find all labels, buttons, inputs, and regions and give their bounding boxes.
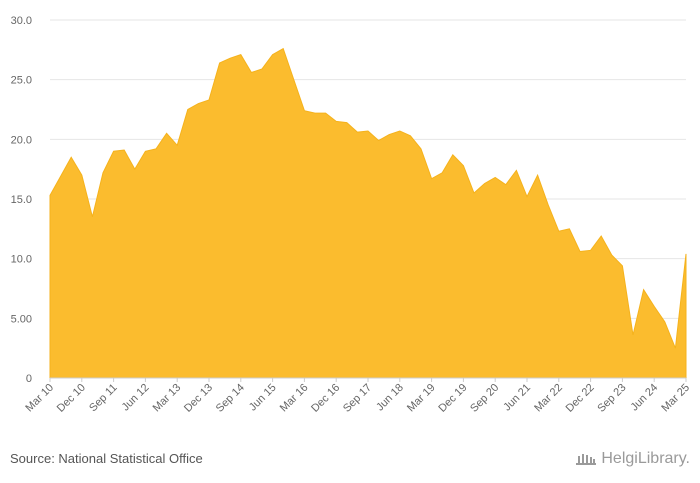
x-tick-label: Dec 16 <box>309 382 342 415</box>
x-tick-label: Mar 10 <box>23 382 56 415</box>
x-tick-label: Mar 22 <box>532 382 565 415</box>
x-tick-label: Dec 10 <box>55 382 88 415</box>
x-tick-label: Jun 24 <box>628 382 660 414</box>
y-tick-label: 20.0 <box>11 134 32 146</box>
x-tick-label: Dec 22 <box>564 382 597 415</box>
y-tick-label: 0 <box>26 373 32 385</box>
y-tick-label: 10.0 <box>11 254 32 266</box>
x-tick-label: Jun 15 <box>247 382 279 414</box>
y-tick-label: 5.00 <box>11 313 32 325</box>
x-tick-label: Sep 11 <box>87 382 120 415</box>
x-tick-label: Dec 19 <box>436 382 469 415</box>
source-note: Source: National Statistical Office <box>10 451 203 466</box>
y-tick-label: 25.0 <box>11 75 32 87</box>
x-tick-label: Dec 13 <box>182 382 215 415</box>
area-series <box>49 47 687 379</box>
y-axis: 0 5.00 10.0 15.0 20.0 25.0 30.0 <box>11 15 32 385</box>
x-tick-label: Sep 20 <box>468 382 501 415</box>
x-tick-label: Sep 17 <box>341 382 374 415</box>
x-tick-label: Jun 21 <box>501 382 533 414</box>
x-tick-label: Mar 13 <box>151 382 184 415</box>
x-tick-label: Sep 23 <box>595 382 628 415</box>
y-tick-label: 15.0 <box>11 194 32 206</box>
x-tick-label: Mar 16 <box>278 382 311 415</box>
y-tick-label: 30.0 <box>11 15 32 27</box>
x-tick-label: Sep 14 <box>214 382 247 415</box>
library-building-icon <box>576 454 597 465</box>
brand-name: HelgiLibrary. <box>601 450 690 467</box>
x-tick-label: Jun 12 <box>120 382 152 414</box>
x-tick-label: Jun 18 <box>374 382 406 414</box>
brand-logo: HelgiLibrary. <box>575 450 690 468</box>
x-tick-label: Mar 19 <box>405 382 438 415</box>
x-tick-label: Mar 25 <box>659 382 692 415</box>
area-fill <box>49 47 687 379</box>
